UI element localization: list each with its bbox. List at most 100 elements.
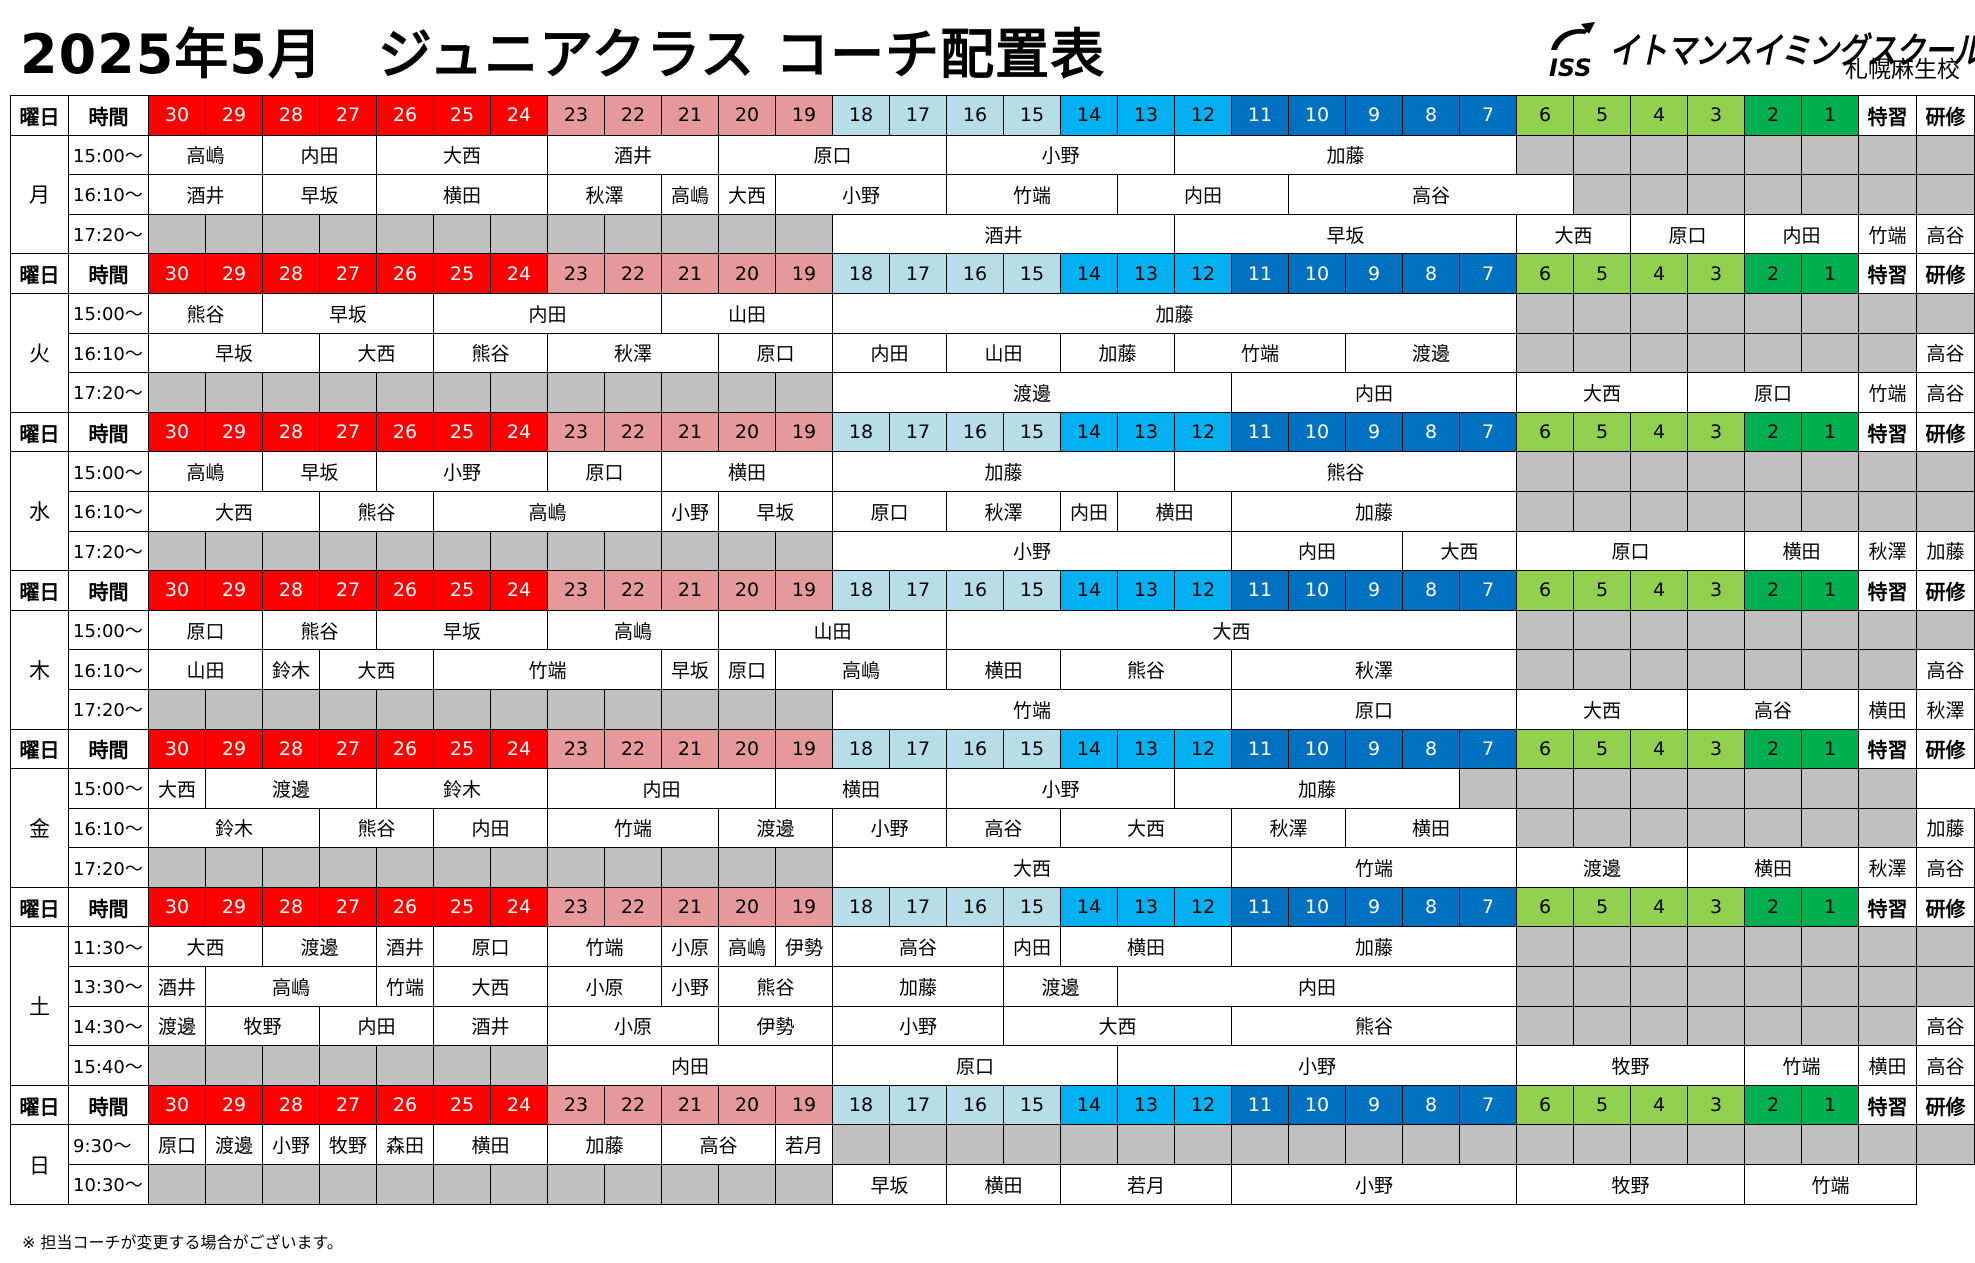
coach-cell: 大西: [1516, 688, 1688, 730]
empty-cell: [604, 688, 662, 730]
coach-cell: 秋澤: [1231, 807, 1346, 849]
coach-cell: 山田: [148, 649, 263, 690]
grade-cell: 12: [1174, 570, 1232, 611]
grade-cell: 24: [490, 1084, 548, 1126]
footnote: ※ 担当コーチが変更する場合がございます。: [22, 1233, 343, 1252]
empty-cell: [205, 688, 263, 730]
empty-cell: [1630, 768, 1688, 809]
coach-cell: 原口: [433, 926, 548, 968]
empty-cell: [1744, 292, 1802, 334]
empty-cell: [1744, 609, 1802, 651]
empty-cell: [376, 1045, 434, 1086]
coach-cell: 加藤: [1231, 926, 1517, 968]
empty-cell: [433, 847, 491, 888]
grade-cell: 16: [946, 570, 1004, 611]
grade-cell: 3: [1687, 95, 1745, 136]
empty-cell: [376, 688, 434, 730]
empty-cell: [1516, 1124, 1574, 1166]
empty-cell: [1573, 649, 1631, 690]
time-slot: 10:30～: [68, 1164, 149, 1205]
schedule-row: 金 15:00～ 大西 渡邊 鈴木 内田 横田 小野 加藤: [10, 768, 1975, 888]
coach-schedule-table: 曜日 時間 30 29 28 27 26 25 24 23 22 21 20 19 18 17 16 15 14 13…: [10, 95, 1975, 1205]
grade-cell: 15: [1003, 570, 1061, 611]
grade-cell: 15: [1003, 728, 1061, 770]
empty-cell: [661, 372, 719, 413]
grade-cell: 1: [1801, 728, 1859, 770]
grade-cell: 7: [1459, 570, 1517, 611]
empty-cell: [1858, 768, 1917, 809]
coach-cell: 横田: [376, 174, 548, 215]
coach-cell: 秋澤: [547, 332, 719, 374]
jikan-header: 時間: [68, 886, 149, 928]
youbi-header: 曜日: [10, 570, 69, 611]
grade-header-row: 曜日 時間 30 29 28 27 26 25 24 23 22 21 20 19 18 17 16 15 14 13…: [10, 253, 1975, 294]
empty-cell: [319, 530, 377, 572]
grade-cell: 22: [604, 886, 662, 928]
coach-cell: 熊谷: [319, 807, 434, 849]
grade-cell: 1: [1801, 1084, 1859, 1126]
jikan-header: 時間: [68, 728, 149, 770]
tokushu-header: 特習: [1858, 886, 1917, 928]
empty-cell: [1744, 490, 1802, 532]
empty-cell: [832, 1124, 890, 1166]
coach-cell: 牧野: [1516, 1045, 1745, 1086]
grade-cell: 7: [1459, 1084, 1517, 1126]
empty-cell: [1744, 807, 1802, 849]
empty-cell: [1573, 609, 1631, 651]
grade-cell: 10: [1288, 95, 1346, 136]
grade-cell: 16: [946, 95, 1004, 136]
empty-cell: [1288, 1124, 1346, 1166]
coach-cell: 秋澤: [1858, 847, 1917, 888]
grade-cell: 23: [547, 411, 605, 453]
coach-cell: 森田: [376, 1124, 434, 1166]
youbi-header: 曜日: [10, 728, 69, 770]
schedule-row: 16:10～ 酒井 早坂 横田 秋澤 高嶋 大西 小野 竹端 内田 高谷: [11, 174, 1975, 215]
empty-cell: [319, 213, 377, 255]
empty-cell: [1630, 490, 1688, 532]
empty-cell: [1744, 768, 1802, 809]
coach-cell: 竹端: [832, 688, 1232, 730]
empty-cell: [148, 1164, 206, 1205]
empty-cell: [1858, 451, 1917, 492]
grade-cell: 27: [319, 411, 377, 453]
coach-cell: 小原: [661, 926, 719, 968]
coach-cell: 竹端: [946, 174, 1118, 215]
coach-cell: 高谷: [1916, 1045, 1975, 1086]
coach-cell: 高谷: [1916, 847, 1975, 888]
grade-cell: 23: [547, 728, 605, 770]
empty-cell: [319, 688, 377, 730]
coach-cell: 高谷: [1916, 332, 1975, 374]
grade-cell: 1: [1801, 95, 1859, 136]
empty-cell: [1916, 1124, 1975, 1166]
empty-cell: [490, 1045, 548, 1086]
empty-cell: [604, 213, 662, 255]
empty-cell: [1858, 332, 1917, 374]
coach-cell: 早坂: [148, 332, 320, 374]
empty-cell: [661, 213, 719, 255]
grade-cell: 7: [1459, 95, 1517, 136]
coach-cell: 小野: [832, 1005, 1004, 1047]
empty-cell: [1858, 609, 1917, 651]
coach-cell: 竹端: [1744, 1164, 1917, 1205]
coach-cell: 熊谷: [148, 292, 263, 334]
coach-cell: 原口: [718, 649, 776, 690]
empty-cell: [205, 372, 263, 413]
grade-cell: 9: [1345, 95, 1403, 136]
coach-cell: 高谷: [1916, 649, 1975, 690]
coach-cell: 高嶋: [205, 966, 377, 1007]
grade-cell: 30: [148, 253, 206, 294]
empty-cell: [148, 847, 206, 888]
kenshu-header: 研修: [1916, 95, 1975, 136]
empty-cell: [775, 1164, 833, 1205]
empty-cell: [490, 847, 548, 888]
empty-cell: [1916, 174, 1975, 215]
coach-cell: 熊谷: [1231, 1005, 1517, 1047]
grade-header-row: 曜日 時間 30 29 28 27 26 25 24 23 22 21 20 19 18 17 16 15 14 13…: [10, 570, 1975, 611]
grade-cell: 25: [433, 570, 491, 611]
grade-cell: 3: [1687, 570, 1745, 611]
grade-cell: 19: [775, 1084, 833, 1126]
grade-cell: 25: [433, 728, 491, 770]
schedule-row: 16:10～ 鈴木 熊谷 内田 竹端 渡邊 小野 高谷 大西 秋澤 横田 加藤: [11, 807, 1975, 849]
coach-cell: 横田: [1345, 807, 1517, 849]
coach-cell: 大西: [718, 174, 776, 215]
